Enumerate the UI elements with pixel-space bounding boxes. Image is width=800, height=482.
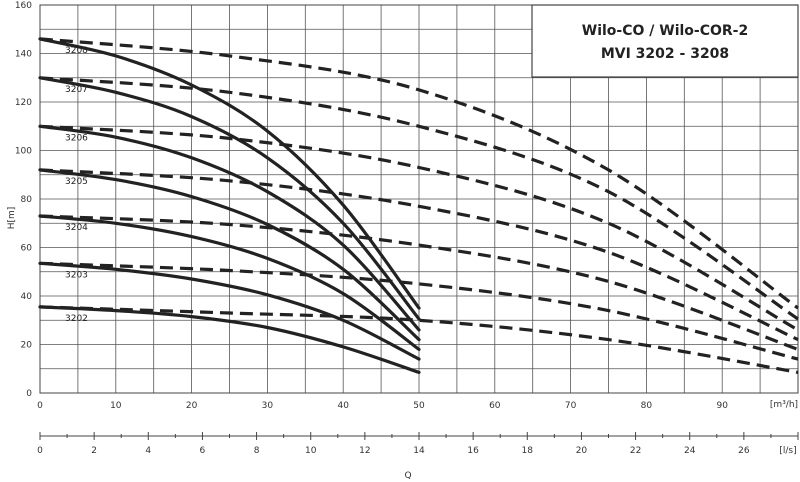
y-tick-label: 80 [21, 195, 33, 205]
title-box: Wilo-CO / Wilo-COR-2 MVI 3202 - 3208 [531, 4, 799, 78]
curve-label-3208: 3208 [65, 46, 88, 56]
single-pump-curve-3205 [38, 168, 421, 342]
y-tick-label: 140 [15, 50, 32, 60]
y-tick-label: 160 [15, 1, 32, 11]
x2-tick-label: 22 [630, 446, 641, 456]
x-tick-label: 90 [716, 401, 728, 411]
y-tick-label: 20 [21, 341, 33, 351]
y-tick-label: 100 [15, 147, 32, 157]
x-axis-unit: [m³/h] [770, 400, 798, 410]
x2-tick-label: 12 [359, 446, 370, 456]
y-tick-label: 60 [21, 244, 33, 254]
single-pump-curve-3208 [38, 37, 421, 310]
y-tick-label: 120 [15, 98, 32, 108]
x-tick-label: 70 [565, 401, 577, 411]
y-tick-label: 40 [21, 292, 33, 302]
single-pump-curve-3203 [38, 261, 421, 361]
x2-tick-label: 14 [413, 446, 425, 456]
x-axis-label: Q [404, 471, 411, 481]
single-pump-curve-3204 [38, 214, 421, 351]
y-axis-label: H[m] [7, 207, 17, 230]
x2-tick-label: 20 [576, 446, 588, 456]
curve-label-3203: 3203 [65, 270, 88, 280]
x-tick-label: 40 [337, 401, 349, 411]
x2-tick-label: 4 [145, 446, 151, 456]
curve-label-3207: 3207 [65, 85, 88, 95]
dual-pump-curve-3203 [39, 261, 799, 361]
curve-label-3206: 3206 [65, 133, 88, 143]
single-pump-curve-3206 [38, 124, 421, 332]
plot-frame [39, 4, 799, 394]
curve-label-3202: 3202 [65, 314, 88, 324]
x-tick-label: 50 [413, 401, 425, 411]
x2-tick-label: 6 [200, 446, 206, 456]
single-pump-curve-3207 [38, 76, 421, 321]
dual-pump-curve-3208 [39, 37, 799, 310]
x2-tick-label: 2 [91, 446, 97, 456]
x2-tick-label: 10 [305, 446, 317, 456]
dual-pump-curve-3205 [39, 168, 799, 342]
x-tick-label: 60 [489, 401, 501, 411]
x-tick-label: 0 [37, 401, 43, 411]
y-tick-label: 0 [26, 389, 32, 399]
x-tick-label: 80 [641, 401, 653, 411]
curve-labels: 3202 3203 3204 3205 3206 3207 3208 [65, 46, 88, 324]
curve-label-3205: 3205 [65, 177, 88, 187]
x-tick-label: 20 [186, 401, 198, 411]
x2-axis-unit: [l/s] [779, 446, 796, 456]
chart-title-line-1: Wilo-CO / Wilo-COR-2 [582, 23, 748, 39]
dual-pump-curve-3207 [39, 76, 799, 321]
x2-tick-label: 24 [684, 446, 696, 456]
dual-pump-curve-3202 [39, 305, 799, 374]
curve-label-3204: 3204 [65, 223, 88, 233]
x2-tick-label: 26 [738, 446, 750, 456]
single-pump-curve-3202 [38, 305, 421, 374]
x2-tick-label: 18 [522, 446, 534, 456]
chart-title-line-2: MVI 3202 - 3208 [601, 46, 729, 62]
x2-tick-label: 8 [254, 446, 260, 456]
x-tick-label: 10 [110, 401, 122, 411]
dual-pump-curve-3204 [39, 214, 799, 351]
curves [38, 37, 799, 374]
x2-tick-label: 16 [467, 446, 479, 456]
x-tick-label: 30 [262, 401, 274, 411]
dual-pump-curve-3206 [39, 124, 799, 332]
x2-tick-label: 0 [37, 446, 43, 456]
